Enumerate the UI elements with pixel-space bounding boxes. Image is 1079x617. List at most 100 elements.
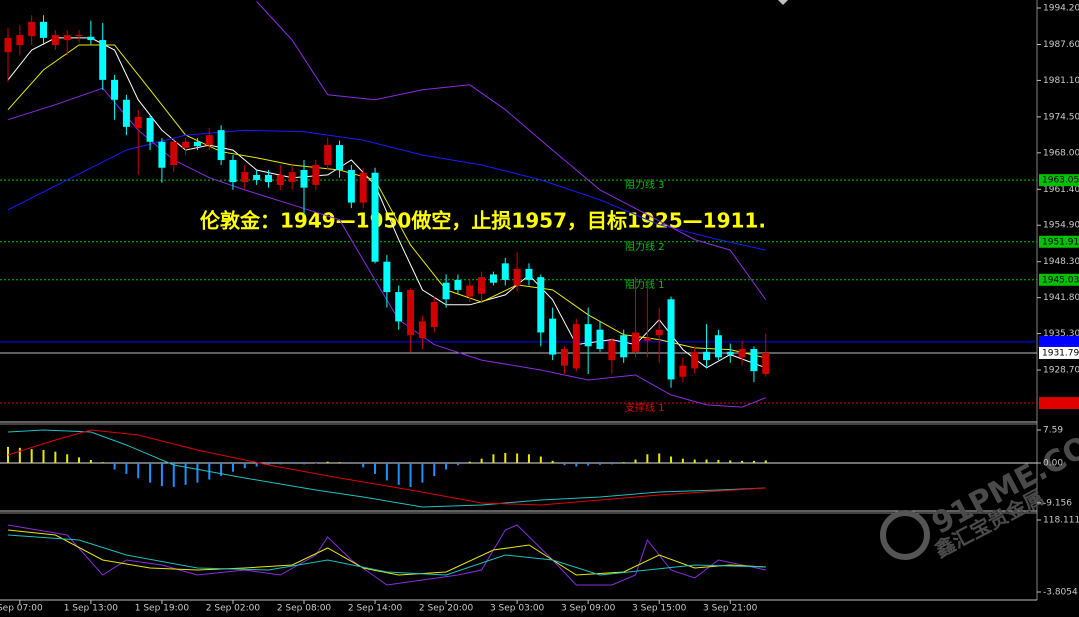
indicator-line xyxy=(256,1,767,301)
price-tag xyxy=(1039,235,1079,248)
candle-body xyxy=(407,289,415,336)
candle-body xyxy=(28,21,36,37)
histogram-bar xyxy=(575,463,578,467)
candle-body xyxy=(300,169,308,188)
candle-body xyxy=(679,365,687,377)
histogram-bar xyxy=(504,453,507,464)
histogram-bar xyxy=(255,463,258,467)
candle-body xyxy=(572,324,580,369)
x-tick-label: 2 Sep 02:00 xyxy=(206,604,261,614)
candle-body xyxy=(726,351,734,355)
candle-body xyxy=(347,169,355,203)
y-tick-label: -3.8054 xyxy=(1043,588,1078,598)
histogram-bar xyxy=(587,463,590,466)
histogram-bar xyxy=(267,463,270,466)
x-tick-label: 2 Sep 14:00 xyxy=(348,604,403,614)
candle-body xyxy=(750,349,758,372)
y-tick-label: 1968.00 xyxy=(1043,148,1079,158)
candle-body xyxy=(324,145,332,165)
histogram-bar xyxy=(433,463,436,477)
histogram-bar xyxy=(693,459,696,464)
candle-body xyxy=(489,274,497,283)
candle-body xyxy=(549,318,557,355)
candle-body xyxy=(111,79,119,100)
histogram-bar xyxy=(492,454,495,464)
histogram-bar xyxy=(220,463,223,477)
candle-body xyxy=(537,277,545,333)
y-tick-label: 1987.60 xyxy=(1043,40,1079,50)
x-tick-label: Sep 07:00 xyxy=(0,604,43,614)
histogram-bar xyxy=(42,449,45,464)
y-tick-label: 118.111 xyxy=(1043,515,1079,525)
candle-body xyxy=(560,349,568,366)
candle-body xyxy=(584,324,592,347)
histogram-bar xyxy=(752,460,755,464)
histogram-bar xyxy=(362,463,365,468)
y-tick-label: 1935.30 xyxy=(1043,329,1079,339)
indicator-line xyxy=(7,534,766,576)
y-tick-label: 1981.10 xyxy=(1043,76,1079,86)
candle-body xyxy=(193,141,201,147)
candle-body xyxy=(51,35,59,46)
candle-body xyxy=(87,36,95,41)
x-tick-label: 3 Sep 09:00 xyxy=(561,604,616,614)
price-tag-label: 1951.91 xyxy=(1042,237,1079,247)
candle-body xyxy=(703,351,711,361)
scroll-marker xyxy=(778,0,788,5)
y-tick-label: 1928.70 xyxy=(1043,366,1079,376)
y-tick-label: -9.156 xyxy=(1043,498,1072,508)
price-tag-label: 1945.03 xyxy=(1042,275,1079,285)
candle-body xyxy=(608,340,616,361)
histogram-bar xyxy=(18,447,21,464)
candle-body xyxy=(655,329,663,336)
histogram-bar xyxy=(634,459,637,464)
x-tick-label: 3 Sep 03:00 xyxy=(490,604,545,614)
x-tick-label: 2 Sep 08:00 xyxy=(277,604,332,614)
candle-body xyxy=(253,174,261,180)
candle-body xyxy=(395,292,403,322)
candle-body xyxy=(442,282,450,300)
histogram-bar xyxy=(125,463,128,474)
candle-body xyxy=(620,335,628,358)
candle-body xyxy=(134,116,142,128)
price-tag xyxy=(1039,335,1079,348)
candle-body xyxy=(122,99,130,127)
histogram-bar xyxy=(527,454,530,464)
histogram-bar xyxy=(741,460,744,464)
candle-body xyxy=(158,141,166,168)
histogram-bar xyxy=(646,454,649,464)
indicator-line xyxy=(7,524,766,586)
candle-body xyxy=(40,21,48,38)
histogram-bar xyxy=(622,462,625,464)
y-tick-label: 1948.30 xyxy=(1043,257,1079,267)
candle-body xyxy=(418,321,426,338)
y-tick-label: 0.00 xyxy=(1043,459,1063,469)
candle-body xyxy=(16,35,24,46)
candle-body xyxy=(714,335,722,358)
histogram-bar xyxy=(78,457,81,464)
candle-body xyxy=(667,299,675,380)
histogram-bar xyxy=(599,463,601,465)
histogram-bar xyxy=(137,463,140,479)
y-tick-label: 7.59 xyxy=(1043,426,1063,436)
histogram-bar xyxy=(160,463,163,487)
candle-body xyxy=(264,174,272,183)
candle-body xyxy=(336,145,344,170)
histogram-bar xyxy=(480,458,483,464)
histogram-bar xyxy=(563,463,566,466)
candle-body xyxy=(276,174,284,185)
histogram-bar xyxy=(551,460,554,464)
x-tick-label: 1 Sep 19:00 xyxy=(135,604,190,614)
watermark-logo xyxy=(880,510,930,560)
histogram-bar xyxy=(89,459,92,464)
candle-body xyxy=(466,285,474,297)
candle-body xyxy=(146,118,154,142)
y-tick-label: 1954.90 xyxy=(1043,221,1079,231)
histogram-bar xyxy=(516,453,519,464)
y-tick-label: 1974.50 xyxy=(1043,112,1079,122)
indicator-line xyxy=(7,37,766,369)
candle-body xyxy=(170,141,178,165)
histogram-bar xyxy=(705,459,708,464)
histogram-bar xyxy=(764,460,767,464)
histogram-bar xyxy=(539,456,542,464)
